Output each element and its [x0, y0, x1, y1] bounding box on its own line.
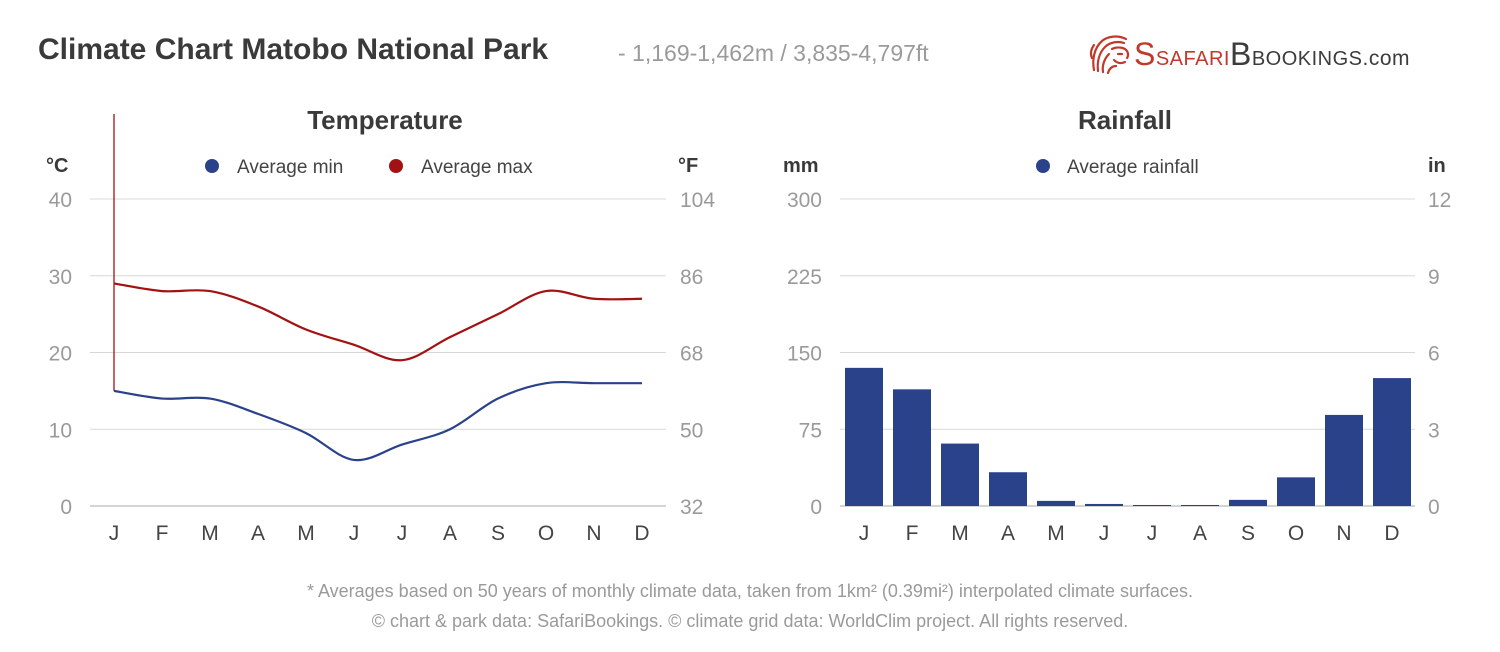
legend-marker-min: [205, 159, 219, 173]
y-tick-label-left: 0: [810, 496, 822, 519]
rainfall-bar: [1277, 477, 1315, 506]
y-tick-label-right: 12: [1428, 189, 1451, 212]
legend-marker-rainfall: [1036, 159, 1050, 173]
x-tick-label: J: [1099, 522, 1110, 545]
rainfall-bar: [1229, 499, 1267, 506]
y-tick-label-right: 104: [680, 189, 715, 212]
legend-label-min: Average min: [237, 157, 343, 178]
y-tick-label-left: 10: [49, 419, 72, 442]
x-tick-label: O: [1288, 522, 1304, 545]
x-tick-label: D: [634, 522, 649, 545]
x-tick-label: M: [1047, 522, 1065, 545]
x-tick-label: J: [1147, 522, 1158, 545]
y-tick-label-right: 9: [1428, 266, 1440, 289]
x-tick-label: N: [1336, 522, 1351, 545]
y-tick-label-right: 3: [1428, 419, 1440, 442]
rainfall-bar: [989, 472, 1027, 506]
rainfall-bar: [1133, 504, 1171, 506]
rainfall-title: Rainfall: [1078, 105, 1172, 135]
y-tick-label-left: 150: [787, 343, 822, 366]
y-tick-label-left: 0: [60, 496, 72, 519]
rainfall-bar: [1085, 503, 1123, 506]
footnote-averages: * Averages based on 50 years of monthly …: [306, 581, 1194, 601]
y-tick-label-right: 50: [680, 419, 703, 442]
page-title: Climate Chart Matobo National Park: [38, 33, 549, 66]
x-tick-label: A: [251, 522, 265, 545]
y-tick-label-right: 68: [680, 343, 703, 366]
series-line-average-max: [113, 282, 643, 362]
y-tick-label-right: 32: [680, 496, 703, 519]
x-tick-label: D: [1384, 522, 1399, 545]
x-tick-label: M: [297, 522, 315, 545]
x-tick-label: A: [1001, 522, 1015, 545]
temperature-title: Temperature: [307, 105, 463, 135]
x-tick-label: A: [1193, 522, 1207, 545]
temperature-chart: Temperature °C °F Average min Average max 0 32…: [46, 105, 715, 545]
temperature-left-unit: °C: [46, 155, 68, 177]
x-tick-label: S: [491, 522, 505, 545]
legend-label-rainfall: Average rainfall: [1067, 157, 1199, 178]
brand-wordmark: SSafariBBookings.com: [1134, 36, 1411, 72]
rainfall-bar: [1373, 378, 1411, 506]
rainfall-chart: Rainfall mm in Average rainfall 0 0 75 3 150 6 225…: [783, 105, 1451, 545]
x-tick-label: M: [951, 522, 969, 545]
y-tick-label-left: 75: [799, 419, 822, 442]
x-tick-label: F: [156, 522, 169, 545]
x-tick-label: F: [906, 522, 919, 545]
legend-label-max: Average max: [421, 157, 533, 178]
footnote-copyright: © chart & park data: SafariBookings. © c…: [371, 611, 1129, 631]
x-tick-label: O: [538, 522, 554, 545]
x-tick-label: S: [1241, 522, 1255, 545]
series-line-average-min: [113, 380, 642, 462]
y-tick-label-left: 30: [49, 266, 72, 289]
x-tick-label: J: [859, 522, 870, 545]
y-tick-label-left: 20: [49, 343, 72, 366]
y-tick-label-right: 86: [680, 266, 703, 289]
y-tick-label-left: 40: [49, 189, 72, 212]
rainfall-left-unit: mm: [783, 155, 819, 177]
rainfall-bar: [1325, 414, 1363, 506]
lion-logo-icon: [1089, 35, 1130, 75]
y-tick-label-left: 225: [787, 266, 822, 289]
rainfall-bar: [941, 443, 979, 506]
brand-logo[interactable]: SSafariBBookings.com: [1088, 30, 1468, 80]
x-tick-label: A: [443, 522, 457, 545]
rainfall-bar: [893, 389, 931, 506]
x-tick-label: J: [109, 522, 120, 545]
rainfall-bar: [1037, 500, 1075, 506]
temperature-right-unit: °F: [678, 155, 698, 177]
x-tick-label: N: [586, 522, 601, 545]
x-tick-label: J: [397, 522, 408, 545]
x-tick-label: M: [201, 522, 219, 545]
y-tick-label-right: 6: [1428, 343, 1440, 366]
rainfall-bar: [1181, 504, 1219, 506]
rainfall-right-unit: in: [1428, 155, 1446, 177]
y-tick-label-left: 300: [787, 189, 822, 212]
x-tick-label: J: [349, 522, 360, 545]
legend-marker-max: [389, 159, 403, 173]
y-tick-label-right: 0: [1428, 496, 1440, 519]
page-subtitle: - 1,169-1,462m / 3,835-4,797ft: [618, 40, 929, 66]
rainfall-bar: [845, 367, 883, 506]
